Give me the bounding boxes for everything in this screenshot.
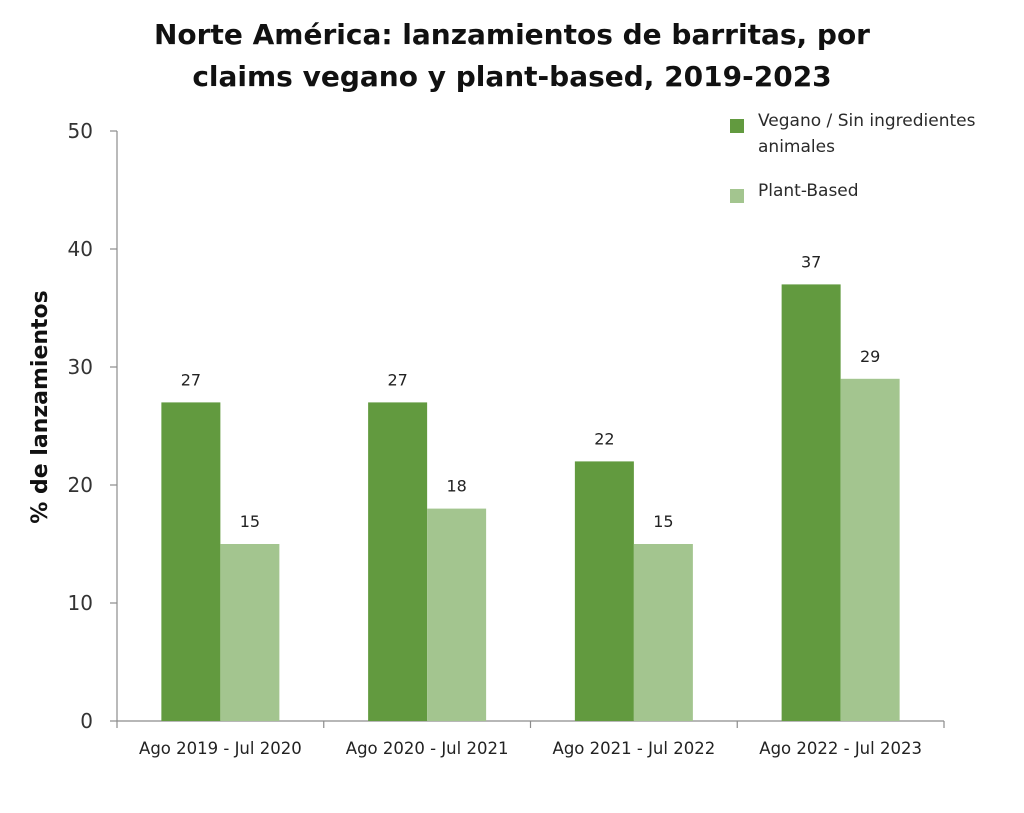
- y-tick-label: 50: [68, 119, 93, 143]
- data-labels: 27 27 22 37 15 18 15 29: [181, 252, 881, 531]
- data-label-vegano: 27: [181, 370, 201, 389]
- bar-vegano: [368, 402, 428, 721]
- data-label-vegano: 22: [594, 429, 614, 448]
- legend: Vegano / Sin ingredientes animales Plant…: [730, 108, 1020, 204]
- bars: [161, 284, 900, 721]
- y-axis-label: % de lanzamientos: [28, 290, 53, 524]
- chart-title: Norte América: lanzamientos de barritas,…: [0, 14, 1024, 98]
- chart-title-line-1: Norte América: lanzamientos de barritas,…: [154, 18, 870, 51]
- legend-label-vegano-line-1: Vegano / Sin ingredientes: [758, 111, 976, 131]
- bar-plant-based: [633, 544, 693, 721]
- y-tick-label: 30: [68, 355, 93, 379]
- bar-vegano: [781, 284, 841, 721]
- bar-plant-based: [427, 508, 487, 721]
- data-label-plant-based: 29: [860, 347, 880, 366]
- legend-swatch-vegano: [730, 119, 744, 133]
- y-tick-label: 20: [68, 473, 93, 497]
- bar-plant-based: [220, 544, 280, 721]
- data-label-vegano: 37: [801, 252, 821, 271]
- data-label-plant-based: 18: [446, 477, 466, 496]
- bar-plant-based: [840, 378, 900, 721]
- data-label-plant-based: 15: [240, 512, 260, 531]
- x-tick-label: Ago 2019 - Jul 2020: [139, 739, 302, 758]
- legend-label-vegano-line-2: animales: [758, 137, 835, 157]
- y-tick-label: 0: [80, 709, 93, 733]
- legend-label-plant-based: Plant-Based: [758, 181, 859, 201]
- legend-item-vegano: Vegano / Sin ingredientes animales: [730, 108, 1020, 160]
- x-tick-label: Ago 2021 - Jul 2022: [553, 739, 716, 758]
- axes: 0 10 20 30 40 50 Ago 2019 - Jul 2020 Ago 2020 -…: [68, 119, 945, 758]
- data-label-plant-based: 15: [653, 512, 673, 531]
- x-tick-label: Ago 2020 - Jul 2021: [346, 739, 509, 758]
- y-tick-label: 40: [68, 237, 93, 261]
- chart-title-line-2: claims vegano y plant-based, 2019-2023: [192, 60, 832, 93]
- bar-vegano: [574, 461, 634, 721]
- bar-vegano: [161, 402, 221, 721]
- x-tick-label: Ago 2022 - Jul 2023: [759, 739, 922, 758]
- data-label-vegano: 27: [387, 370, 407, 389]
- y-tick-label: 10: [68, 591, 93, 615]
- legend-swatch-plant-based: [730, 189, 744, 203]
- legend-item-plant-based: Plant-Based: [730, 178, 1020, 204]
